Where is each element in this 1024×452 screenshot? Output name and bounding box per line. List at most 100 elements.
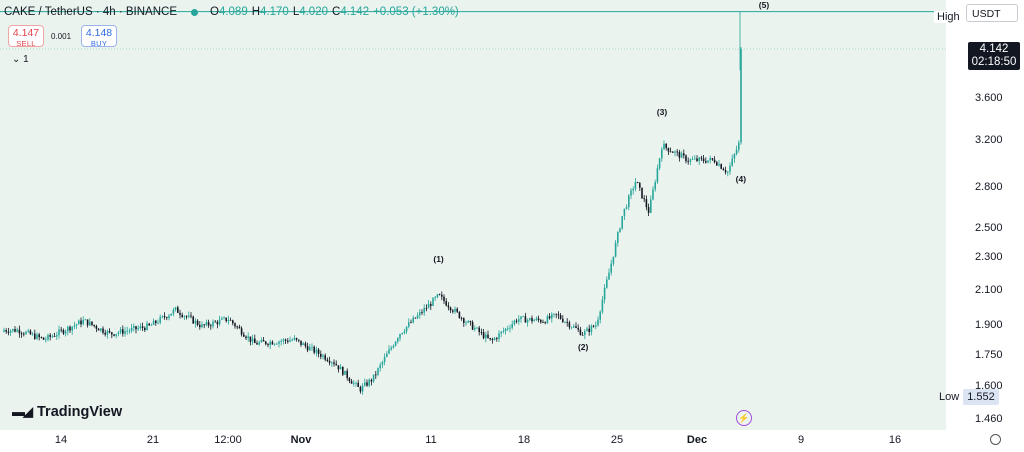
candle-body (641, 187, 643, 199)
low-marker-label: Low (939, 391, 960, 403)
candle-body (480, 332, 483, 333)
candle-body (419, 312, 421, 316)
candle-body (485, 334, 487, 339)
candle-body (27, 330, 29, 332)
candle-body (144, 327, 146, 331)
tradingview-logo[interactable]: ▬◢ TradingView (12, 404, 122, 420)
candle-body (727, 171, 729, 173)
close-value: 4.142 (340, 6, 370, 18)
candle-body (216, 321, 219, 325)
candle-body (282, 339, 285, 342)
candle-body (654, 182, 656, 190)
candle-body (225, 317, 227, 322)
buy-price: 4.148 (85, 27, 113, 39)
candle-body (592, 325, 595, 327)
currency-button[interactable]: USDT (966, 4, 1018, 22)
candle-body (166, 317, 168, 319)
candle-body (185, 316, 188, 318)
candle-body (504, 328, 507, 331)
candle-body (487, 334, 489, 338)
candle-body (335, 363, 337, 366)
sell-button[interactable]: 4.147 SELL (8, 25, 44, 48)
candle-body (141, 326, 144, 328)
close-label: C (332, 6, 341, 18)
candle-body (201, 324, 203, 328)
candle-body (465, 322, 467, 324)
candle-body (271, 341, 274, 345)
candle-body (628, 195, 630, 208)
candle-body (311, 346, 313, 348)
wave-label: (3) (656, 107, 668, 118)
candle-body (104, 332, 106, 335)
candle-body (612, 256, 615, 264)
candle-body (280, 341, 282, 342)
candle-body (51, 336, 54, 337)
candle-body (69, 326, 71, 331)
indicator-toggle[interactable]: ⌄ 1 (12, 54, 29, 65)
price-tick-label: 2.500 (975, 221, 1003, 234)
candle-body (689, 159, 692, 162)
candle-body (405, 326, 408, 332)
candle-body (298, 339, 300, 341)
candle-body (705, 161, 707, 163)
candle-body (392, 345, 395, 348)
symbol-title[interactable]: CAKE / TetherUS · 4h · BINANCE (4, 6, 177, 18)
low-value: 4.020 (299, 6, 328, 18)
candle-body (34, 333, 36, 339)
candle-body (364, 382, 366, 386)
candle-body (738, 142, 740, 150)
time-tick-label: Nov (290, 434, 312, 446)
candle-body (71, 326, 73, 331)
candle-body (7, 331, 10, 333)
candle-body (647, 207, 650, 213)
candle-body (531, 318, 533, 322)
candle-body (273, 343, 276, 345)
candle-body (566, 321, 568, 323)
buy-button[interactable]: 4.148 BUY (81, 25, 117, 48)
candle-body (177, 307, 179, 313)
candle-body (478, 327, 480, 333)
candle-body (410, 322, 412, 324)
candle-body (716, 162, 718, 166)
candle-body (218, 319, 221, 325)
candle-body (368, 379, 370, 386)
candle-body (625, 207, 628, 209)
candle-body (685, 155, 687, 162)
candle-body (557, 314, 560, 316)
candle-body (559, 315, 562, 319)
open-label: O (209, 6, 219, 18)
candle-body (586, 328, 588, 332)
candle-body (342, 366, 344, 375)
candle-body (38, 334, 40, 338)
candle-body (117, 332, 120, 334)
settings-icon[interactable] (990, 434, 1001, 445)
candle-body (430, 304, 432, 306)
candle-body (256, 343, 258, 345)
candle-body (458, 311, 461, 318)
candle-body (287, 340, 289, 342)
candle-body (601, 299, 604, 312)
candle-body (397, 338, 399, 342)
candle-body (84, 319, 87, 321)
plot-area[interactable] (0, 0, 946, 430)
candle-body (555, 313, 557, 315)
candle-body (328, 360, 331, 363)
candle-body (137, 328, 139, 330)
candle-body (683, 153, 685, 156)
candle-body (163, 316, 166, 318)
candle-body (535, 318, 538, 321)
candle-body (168, 315, 170, 319)
candle-body (361, 385, 364, 392)
candle-body (568, 322, 571, 328)
candle-body (42, 337, 45, 340)
candle-body (537, 318, 540, 321)
candle-body (196, 320, 199, 325)
candle-body (53, 336, 56, 337)
candle-body (474, 328, 476, 330)
candle-body (639, 183, 641, 188)
candle-body (518, 319, 520, 322)
candle-body (595, 325, 597, 327)
candle-body (152, 320, 155, 325)
lightning-icon[interactable]: ⚡ (736, 410, 752, 426)
candle-body (416, 315, 419, 319)
